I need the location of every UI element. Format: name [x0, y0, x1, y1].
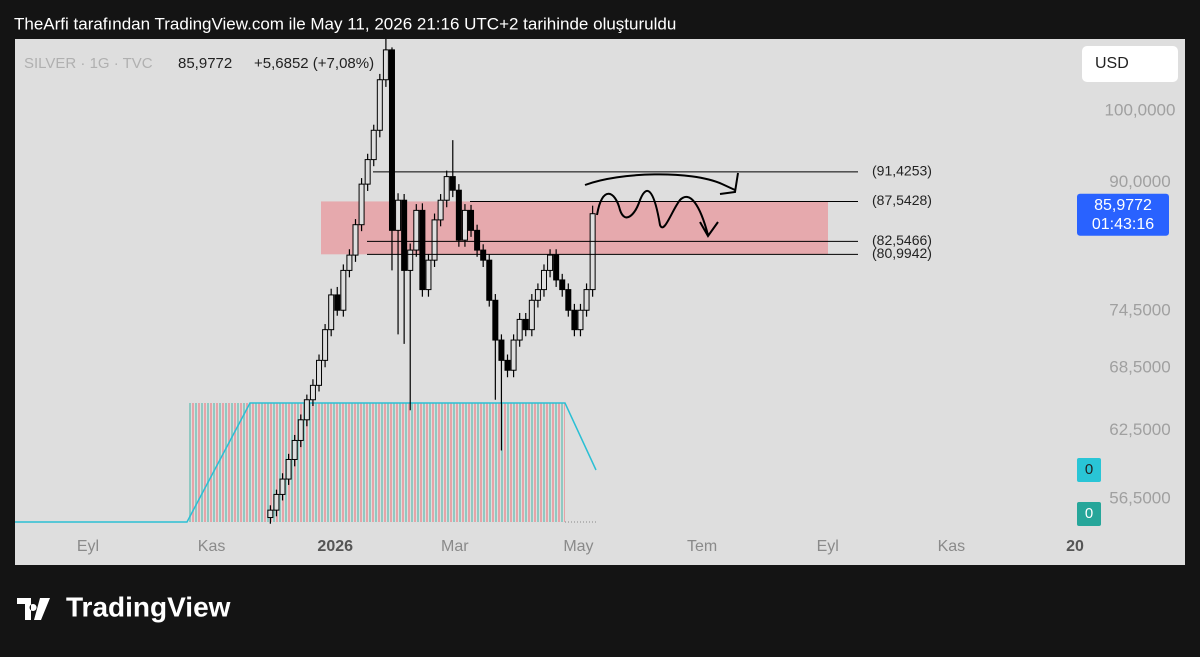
candle-body [540, 269, 547, 291]
currency-button[interactable] [1082, 46, 1178, 82]
x-tick-label: Eyl [817, 538, 839, 555]
logo-icon [17, 598, 50, 620]
drawn-wave [596, 189, 719, 238]
level-label: (91,4253) [872, 163, 932, 179]
candle-body [474, 229, 481, 251]
candle-body [376, 79, 383, 131]
candle-body [346, 254, 353, 271]
candle-body [559, 279, 566, 291]
drawn-arrow [584, 172, 739, 195]
y-tick-label: 68,5000 [1109, 358, 1170, 377]
y-tick-label: 90,0000 [1109, 172, 1170, 191]
y-tick-label: 62,5000 [1109, 420, 1170, 439]
level-label: (87,5428) [872, 192, 932, 208]
price-badge [1077, 193, 1169, 236]
candle-body [419, 209, 426, 291]
candle-body [425, 259, 432, 291]
candle-body [388, 49, 395, 231]
candle-body [413, 209, 420, 251]
x-tick-label: Kas [198, 538, 226, 555]
volume-profile [188, 403, 565, 522]
x-tick-label: 20 [1066, 538, 1084, 555]
candle-body [437, 199, 444, 221]
candle-body [492, 299, 499, 341]
last-price: 85,9772 [178, 55, 232, 72]
candle-body [273, 493, 280, 511]
level-label: (80,9942) [872, 245, 932, 261]
level-label: (82,5466) [872, 232, 932, 248]
annotations: (91,4253) (87,5428) (82,5466)(80,9942) [367, 163, 932, 261]
x-tick-label: May [563, 538, 593, 555]
candle-body [328, 294, 335, 331]
candle-body [577, 309, 584, 331]
candle-body [468, 209, 475, 231]
indicator-line [15, 402, 597, 523]
candle-body [401, 199, 408, 271]
candle-body [486, 259, 493, 301]
y-tick-label: 74,5000 [1109, 301, 1170, 320]
candle-body [309, 384, 316, 401]
symbol: SILVER · 1G · TVC [24, 55, 153, 72]
attribution: TheArfi tarafından TradingView.com ile M… [14, 14, 676, 33]
candle-body [303, 399, 310, 421]
x-tick-label: Mar [441, 538, 469, 555]
x-tick-label: 2026 [317, 538, 353, 555]
plot-area [15, 39, 828, 524]
candle-body [364, 159, 371, 185]
x-tick-label: Tem [687, 538, 717, 555]
logo-text: TradingView [66, 591, 231, 622]
candle-body [352, 224, 359, 256]
candle-body [358, 183, 365, 226]
candle-body [547, 254, 554, 271]
candle-body [340, 269, 347, 311]
candle-body [449, 176, 456, 191]
candle-body [297, 419, 304, 441]
indicator-badge [1077, 502, 1101, 526]
y-tick-label: 56,5000 [1109, 489, 1170, 508]
candle-body [534, 289, 541, 301]
candle-body [480, 249, 487, 261]
candle-body [510, 339, 517, 371]
candle-body [322, 329, 329, 361]
candle-body [279, 478, 286, 495]
candle-body [443, 176, 450, 201]
logo: TradingView [17, 591, 231, 622]
candle-body [553, 254, 560, 281]
candle-body [285, 458, 292, 480]
candle-body [522, 318, 529, 331]
indicator-value: 0 [1085, 505, 1093, 522]
candle-body [461, 209, 468, 241]
candle-body [291, 439, 298, 460]
candle-body [267, 509, 274, 519]
candle-body [516, 318, 523, 341]
candle-body [583, 289, 590, 311]
x-tick-label: Kas [938, 538, 966, 555]
countdown: 01:43:16 [1092, 216, 1154, 233]
candle-body [334, 294, 341, 311]
candle-body [565, 289, 572, 311]
candle-body [504, 359, 511, 371]
candle-body [571, 309, 578, 331]
currency: USD [1095, 55, 1129, 72]
indicator-badge [1077, 458, 1101, 482]
change: +5,6852 (+7,08%) [254, 55, 374, 72]
candle-body [316, 359, 323, 386]
candle-body [498, 339, 505, 361]
candle-body [395, 199, 402, 231]
price-badge-value: 85,9772 [1094, 197, 1152, 214]
candle-body [455, 189, 462, 241]
x-tick-label: Eyl [77, 538, 99, 555]
candle-body [382, 49, 389, 81]
candle-body [407, 249, 414, 271]
candle-body [431, 219, 438, 261]
indicator-value: 0 [1085, 461, 1093, 478]
candle-body [589, 213, 596, 291]
candle-body [370, 129, 377, 161]
candle-body [528, 299, 535, 331]
y-tick-label: 100,0000 [1105, 100, 1176, 119]
